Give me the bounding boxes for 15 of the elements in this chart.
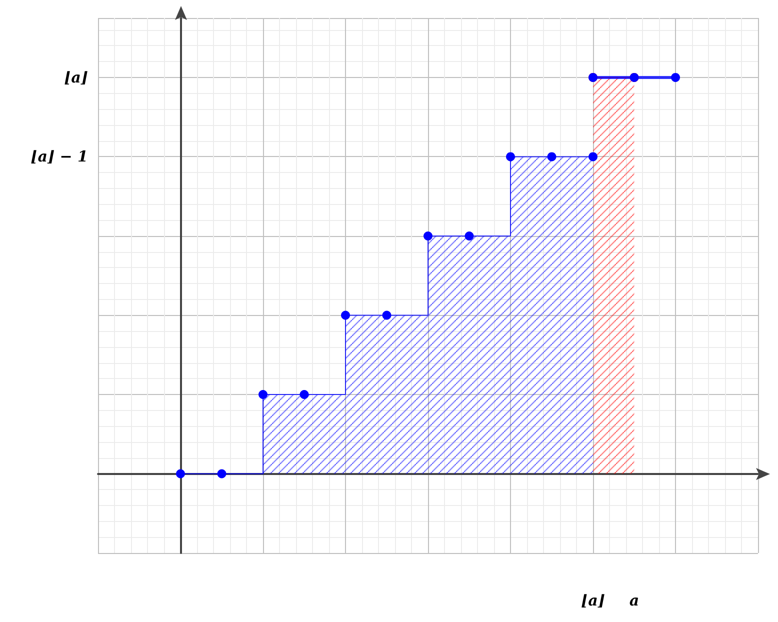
x-tick-label: a <box>629 592 640 610</box>
point <box>176 469 185 478</box>
point <box>217 469 226 478</box>
point <box>424 231 432 240</box>
text: ⌊a⌋ − 1 <box>30 148 88 166</box>
point <box>506 152 515 162</box>
point <box>382 310 392 320</box>
point <box>464 231 474 240</box>
point <box>300 390 309 399</box>
point <box>588 152 598 162</box>
point <box>258 390 268 399</box>
text: ⌊a⌋ <box>64 68 88 86</box>
point <box>341 310 350 320</box>
point <box>671 72 680 82</box>
point <box>547 152 556 162</box>
